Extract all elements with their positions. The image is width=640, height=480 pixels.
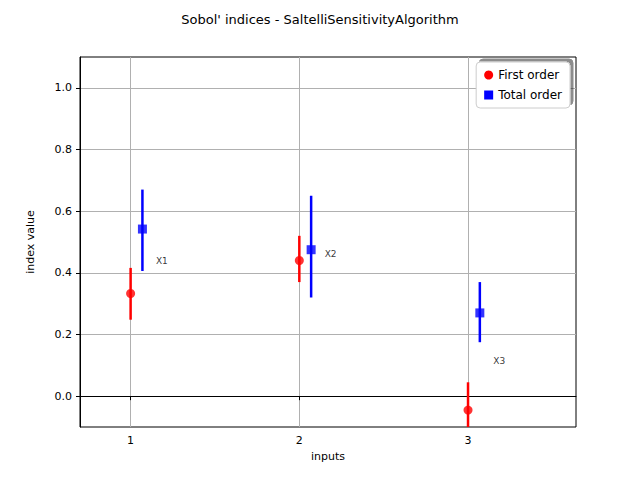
svg-text:X1: X1	[156, 256, 168, 266]
svg-text:3: 3	[465, 434, 472, 447]
svg-text:X3: X3	[493, 356, 505, 366]
svg-text:2: 2	[296, 434, 303, 447]
svg-text:0.4: 0.4	[55, 266, 73, 279]
svg-text:Sobol' indices - SaltelliSensi: Sobol' indices - SaltelliSensitivityAlgo…	[181, 12, 458, 27]
svg-text:X2: X2	[325, 249, 337, 259]
svg-text:Total order: Total order	[497, 88, 562, 102]
svg-text:index value: index value	[24, 210, 37, 274]
svg-text:0.0: 0.0	[55, 390, 73, 403]
svg-text:First order: First order	[498, 68, 559, 82]
svg-text:1: 1	[127, 434, 134, 447]
svg-text:0.2: 0.2	[55, 328, 73, 341]
svg-text:0.8: 0.8	[55, 143, 73, 156]
svg-text:inputs: inputs	[311, 450, 345, 463]
svg-text:1.0: 1.0	[55, 81, 73, 94]
svg-text:0.6: 0.6	[55, 205, 73, 218]
